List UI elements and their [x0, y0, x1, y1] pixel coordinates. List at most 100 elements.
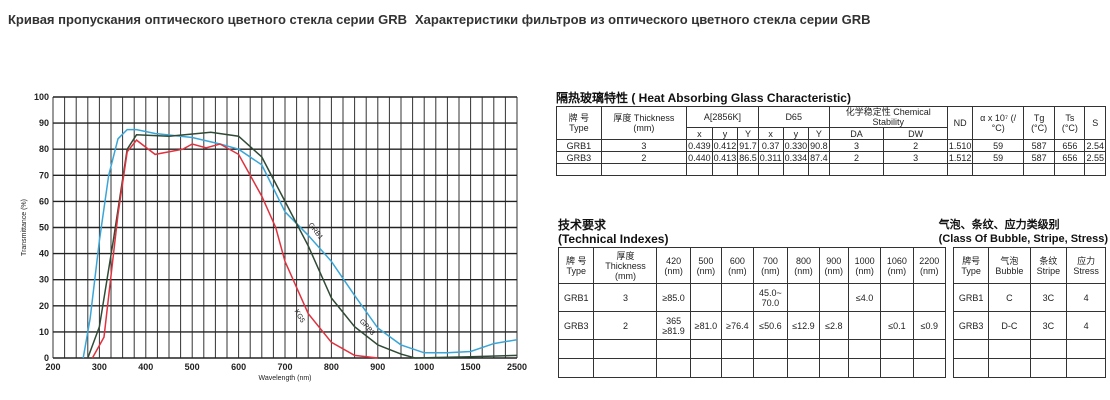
y-tick-label: 0 — [44, 353, 49, 363]
table-cell — [557, 339, 595, 359]
table-row: GRB3 2 0.440 0.413 86.5 0.311 0.334 87.4 2 3 1.512… — [556, 151, 1106, 164]
table-cell: 656 — [1054, 139, 1086, 152]
table-cell: 3C — [1029, 311, 1068, 340]
table-cell — [593, 339, 658, 359]
table-cell — [847, 339, 882, 359]
table-cell: 900 (nm) — [818, 247, 849, 284]
table-cell — [880, 283, 914, 312]
table-cell: 420 (nm) — [656, 247, 691, 284]
table-cell: α x 10⁷ (/°C) — [972, 106, 1024, 140]
table-row — [952, 339, 1106, 359]
table-cell — [721, 283, 754, 312]
table-header-row: 牌 号 Type 厚度 Thickness (mm) A[2856K] D65 化学稳定… — [556, 106, 1106, 140]
table-cell: Tg (°C) — [1022, 106, 1056, 140]
table-cell: 2 — [883, 139, 948, 152]
class-title-en: (Class Of Bubble, Stripe, Stress) — [938, 233, 1108, 245]
series-line-grb1 — [82, 128, 518, 359]
table-cell: 应力 Stress — [1066, 247, 1106, 284]
table-cell — [972, 163, 1024, 176]
table-cell — [689, 358, 723, 378]
table-cell: A[2856K] — [686, 106, 759, 128]
table-cell: 0.413 — [711, 151, 739, 164]
table-cell — [952, 339, 990, 359]
table-cell: 牌 号 Type — [557, 247, 595, 284]
series-label: GRB1 — [307, 222, 324, 241]
table-cell: 0.334 — [782, 151, 810, 164]
heat-table-title: 隔热玻璃特性 ( Heat Absorbing Glass Characteri… — [556, 91, 851, 105]
table-cell — [787, 339, 820, 359]
table-cell: 牌号 Type — [952, 247, 990, 284]
table-cell: 1.510 — [946, 139, 974, 152]
table-cell — [880, 358, 914, 378]
table-cell: 2 — [600, 151, 688, 164]
table-cell — [1029, 358, 1068, 378]
table-cell: ≥85.0 — [656, 283, 691, 312]
table-cell: GRB3 — [557, 311, 595, 340]
table-cell: 4 — [1066, 311, 1106, 340]
table-row — [557, 358, 947, 378]
table-cell — [818, 283, 849, 312]
table-cell — [847, 311, 882, 340]
table-cell — [782, 163, 810, 176]
table-cell — [556, 163, 602, 176]
table-cell: 587 — [1022, 151, 1056, 164]
table-cell — [946, 163, 974, 176]
table-row: GRB3 2 365 ≥81.9 ≥81.0 ≥76.4 ≤50.6 ≤12.9 ≤2.8 ≤0… — [557, 311, 947, 340]
table-cell — [711, 163, 739, 176]
transmittance-chart: 0 10 20 30 40 50 60 70 80 90 100 200 300 400 500 600 700… — [21, 92, 527, 382]
table-cell: 2.54 — [1084, 139, 1106, 152]
table-cell — [818, 339, 849, 359]
table-row — [557, 339, 947, 359]
header-title-2: Характеристики фильтров из оптического ц… — [414, 12, 871, 27]
table-cell: D65 — [757, 106, 830, 128]
table-cell: 91.7 — [737, 139, 759, 152]
table-cell: ≤0.9 — [912, 311, 947, 340]
table-cell: 3C — [1029, 283, 1068, 312]
table-cell: 3 — [600, 139, 688, 152]
table-cell — [828, 163, 885, 176]
table-cell — [721, 358, 754, 378]
table-cell: GRB1 — [952, 283, 990, 312]
table-cell: ≤50.6 — [752, 311, 789, 340]
y-tick-label: 90 — [39, 118, 49, 128]
table-cell: ≤0.1 — [880, 311, 914, 340]
table-cell: 59 — [972, 151, 1024, 164]
table-cell — [787, 283, 820, 312]
table-cell — [912, 283, 947, 312]
table-cell: D-C — [988, 311, 1031, 340]
table-row — [556, 163, 1106, 176]
table-cell: 700 (nm) — [752, 247, 789, 284]
table-cell: 0.440 — [686, 151, 713, 164]
table-cell — [787, 358, 820, 378]
table-cell: GRB3 — [556, 151, 602, 164]
table-cell: y — [782, 127, 810, 140]
table-cell — [988, 358, 1031, 378]
table-cell — [880, 339, 914, 359]
y-tick-label: 30 — [39, 275, 49, 285]
table-cell: ≥81.0 — [689, 311, 723, 340]
y-tick-label: 40 — [39, 249, 49, 259]
table-cell — [883, 163, 948, 176]
table-row: GRB1 3 ≥85.0 45.0~ 70.0 ≤4.0 — [557, 283, 947, 312]
class-title-cn: 气泡、条纹、应力类级别 — [938, 219, 1060, 231]
x-tick-label: 400 — [138, 362, 153, 372]
table-cell: DA — [828, 127, 885, 140]
x-tick-label: 800 — [324, 362, 339, 372]
table-row: GRB1 3 0.439 0.412 91.7 0.37 0.330 90.8 3 2 1.510 5… — [556, 139, 1106, 152]
x-tick-label: 300 — [92, 362, 107, 372]
y-tick-label: 60 — [39, 196, 49, 206]
table-cell: 90.8 — [808, 139, 830, 152]
table-cell: 3 — [593, 283, 658, 312]
table-header-row: 牌号 Type 气泡 Bubble 条纹 Stripe 应力 Stress — [952, 247, 1106, 284]
table-cell: 587 — [1022, 139, 1056, 152]
table-cell: ND — [946, 106, 974, 140]
table-cell — [1066, 358, 1106, 378]
y-tick-label: 100 — [34, 92, 49, 102]
class-title: 气泡、条纹、应力类级别 (Class Of Bubble, Stripe, Str… — [939, 218, 1108, 246]
table-cell: GRB1 — [557, 283, 595, 312]
table-cell — [656, 358, 691, 378]
table-cell — [752, 339, 789, 359]
table-cell: 厚度 Thickness (mm) — [593, 247, 658, 284]
table-cell: x — [686, 127, 713, 140]
